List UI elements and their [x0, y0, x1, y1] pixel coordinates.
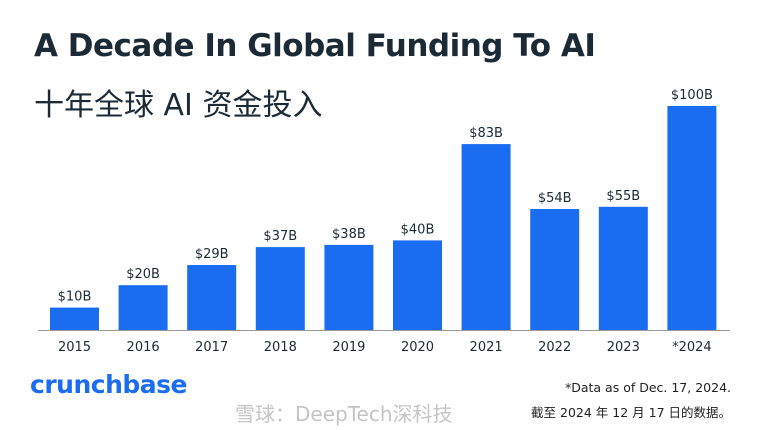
crunchbase-logo: crunchbase [30, 370, 187, 399]
watermark: 雪球：DeepTech深科技 [235, 402, 453, 426]
data-label: $54B [538, 191, 572, 206]
bar [530, 209, 580, 330]
data-label: $38B [332, 227, 366, 242]
bar [187, 265, 237, 330]
x-tick-label: 2023 [607, 340, 640, 355]
bar [255, 247, 305, 330]
data-label: $37B [263, 229, 297, 244]
bar [598, 206, 648, 330]
bar [118, 285, 168, 330]
x-tick-label: 2016 [127, 340, 160, 355]
x-tick-label: 2018 [264, 340, 297, 355]
x-tick-label: 2022 [538, 340, 571, 355]
x-tick-label: 2020 [401, 340, 434, 355]
x-tick-label: 2019 [332, 340, 365, 355]
data-label: $29B [195, 247, 229, 262]
x-tick-label: 2017 [195, 340, 228, 355]
footnote-zh: 截至 2024 年 12 月 17 日的数据。 [531, 405, 731, 420]
bar [667, 106, 717, 330]
bar [50, 307, 99, 330]
x-tick-label: *2024 [672, 340, 712, 355]
data-label: $20B [126, 267, 160, 282]
footnote-en: *Data as of Dec. 17, 2024. [564, 380, 731, 395]
chart-subtitle: 十年全球 AI 资金投入 [34, 88, 323, 123]
data-label: $10B [58, 290, 92, 305]
data-label: $40B [401, 222, 435, 237]
bar [324, 244, 374, 330]
chart-title: A Decade In Global Funding To AI [34, 28, 596, 64]
data-label: $55B [606, 189, 640, 204]
x-tick-label: 2021 [470, 340, 503, 355]
x-tick-label: 2015 [58, 340, 91, 355]
bar [461, 144, 511, 330]
data-label: $83B [469, 126, 503, 141]
data-label: $100B [671, 88, 713, 103]
bar [393, 240, 442, 330]
